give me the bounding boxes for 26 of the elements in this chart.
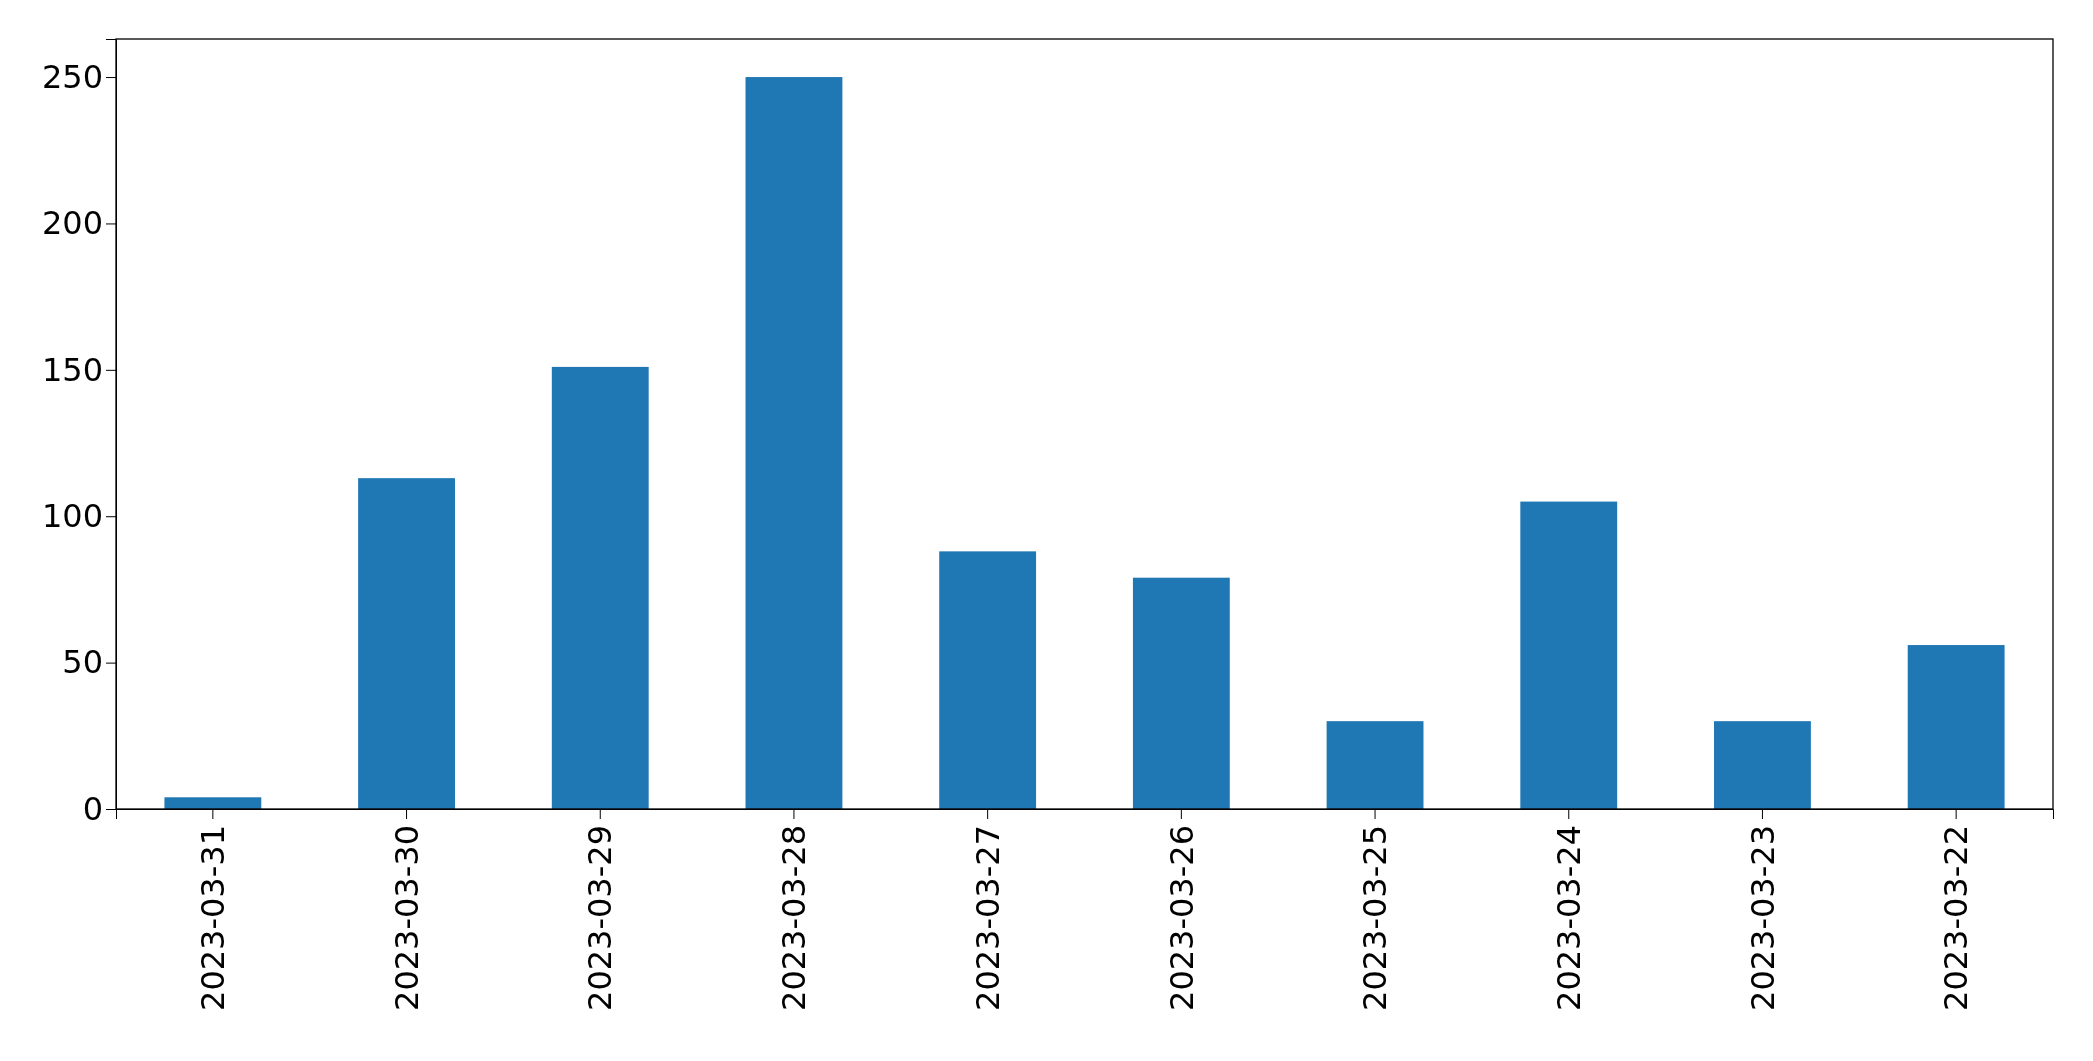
y-tick-label: 0 (82, 789, 103, 828)
x-tick-label: 2023-03-26 (1162, 825, 1201, 1011)
y-tick-label: 50 (62, 643, 103, 682)
bar (745, 77, 843, 809)
x-tick-label: 2023-03-29 (581, 825, 620, 1011)
bar (1326, 721, 1424, 809)
bar (358, 478, 455, 809)
x-tick-label: 2023-03-24 (1549, 825, 1588, 1011)
x-tick-label: 2023-03-22 (1937, 825, 1976, 1011)
bar (164, 797, 262, 809)
y-tick-label: 150 (41, 350, 103, 389)
x-tick-label: 2023-03-28 (775, 825, 814, 1011)
x-tick-label: 2023-03-27 (968, 825, 1007, 1011)
y-tick-label: 100 (41, 496, 103, 535)
bar (1907, 645, 2005, 809)
y-tick-label: 250 (41, 57, 103, 96)
bar (1714, 721, 1811, 809)
bar (939, 551, 1037, 809)
bar (1520, 501, 1618, 809)
x-tick-label: 2023-03-25 (1356, 825, 1395, 1011)
bar (1132, 577, 1230, 809)
bar (551, 366, 649, 809)
y-tick-label: 200 (41, 204, 103, 243)
x-tick-label: 2023-03-23 (1743, 825, 1782, 1011)
x-tick-label: 2023-03-31 (194, 825, 233, 1011)
x-tick-label: 2023-03-30 (387, 825, 426, 1011)
